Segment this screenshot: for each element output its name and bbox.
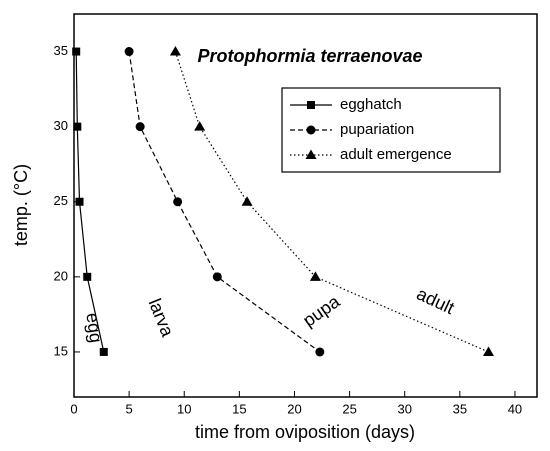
data-point <box>315 347 325 357</box>
y-tick-label: 25 <box>54 193 68 208</box>
chart-title: Protophormia terraenovae <box>197 46 422 66</box>
y-tick-label: 15 <box>54 343 68 358</box>
legend-marker <box>307 101 315 109</box>
x-axis-label: time from oviposition (days) <box>195 422 415 442</box>
data-point <box>135 122 145 132</box>
legend-label: adult emergence <box>340 146 452 163</box>
x-tick-label: 30 <box>397 401 411 416</box>
data-point <box>482 346 494 356</box>
plot-frame <box>73 13 538 398</box>
data-point <box>75 197 84 206</box>
x-tick-label: 0 <box>70 401 77 416</box>
annotation: pupa <box>299 291 344 331</box>
annotation: adult <box>414 284 458 319</box>
x-tick-label: 10 <box>177 401 191 416</box>
y-axis-label: temp. (°C) <box>11 164 31 246</box>
x-tick-label: 25 <box>342 401 356 416</box>
legend-marker <box>306 125 316 135</box>
data-point <box>309 271 321 281</box>
series-line <box>128 51 321 353</box>
data-point <box>124 47 134 57</box>
y-tick-label: 30 <box>54 118 68 133</box>
series-line <box>174 51 489 353</box>
data-point <box>169 46 181 56</box>
x-tick-label: 20 <box>287 401 301 416</box>
legend-label: egghatch <box>340 96 402 113</box>
data-point <box>241 196 253 206</box>
x-tick-label: 40 <box>508 401 522 416</box>
annotation: egg <box>82 312 106 345</box>
y-tick-label: 35 <box>54 43 68 58</box>
annotation: larva <box>145 296 179 341</box>
x-tick-label: 5 <box>126 401 133 416</box>
data-point <box>173 197 183 207</box>
data-point <box>194 121 206 131</box>
data-point <box>212 272 222 282</box>
data-point <box>99 347 108 356</box>
legend-label: pupariation <box>340 121 414 138</box>
x-tick-label: 35 <box>453 401 467 416</box>
legend-marker <box>305 149 317 159</box>
data-point <box>72 47 81 56</box>
data-point <box>73 122 82 131</box>
x-tick-label: 15 <box>232 401 246 416</box>
y-tick-label: 20 <box>54 268 68 283</box>
data-point <box>83 272 92 281</box>
